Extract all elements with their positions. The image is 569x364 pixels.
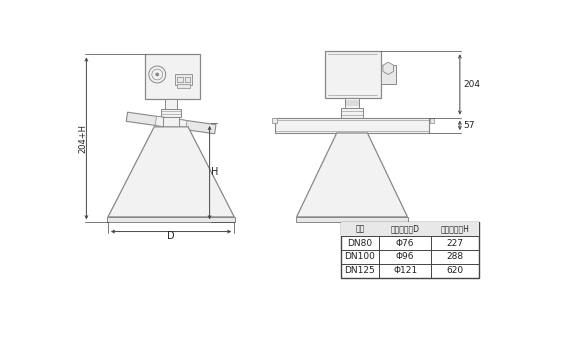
Text: 测量口直径D: 测量口直径D	[391, 225, 420, 234]
Bar	[296, 217, 409, 222]
Bar	[275, 118, 429, 133]
Bar	[107, 217, 235, 222]
Bar	[325, 51, 381, 98]
Text: Φ96: Φ96	[396, 253, 414, 261]
Text: DN80: DN80	[347, 239, 372, 248]
Bar	[163, 117, 179, 127]
Bar	[185, 77, 191, 82]
Text: DN100: DN100	[344, 253, 375, 261]
Text: 测量口高度H: 测量口高度H	[441, 225, 469, 234]
Bar	[175, 75, 192, 85]
Bar	[272, 118, 277, 123]
Polygon shape	[155, 116, 187, 130]
Bar	[345, 98, 359, 108]
Bar	[430, 118, 435, 123]
Polygon shape	[126, 112, 216, 134]
Text: 227: 227	[447, 239, 464, 248]
Bar	[178, 84, 191, 88]
Bar	[178, 77, 183, 82]
Polygon shape	[383, 62, 394, 75]
Text: 57: 57	[464, 121, 475, 130]
Bar	[145, 55, 200, 99]
Polygon shape	[108, 127, 234, 217]
Bar	[165, 99, 178, 109]
Circle shape	[156, 73, 159, 76]
Text: H: H	[211, 167, 218, 177]
Bar	[340, 222, 479, 278]
Bar	[341, 108, 363, 118]
Bar	[381, 65, 396, 84]
Text: Φ76: Φ76	[396, 239, 414, 248]
Text: D: D	[167, 231, 175, 241]
Bar	[340, 222, 479, 236]
Text: Φ121: Φ121	[393, 266, 417, 275]
Text: 204+H: 204+H	[78, 124, 87, 153]
Text: 法兰: 法兰	[355, 225, 364, 234]
Polygon shape	[296, 133, 407, 217]
Text: 204: 204	[464, 80, 481, 89]
Bar	[161, 109, 181, 117]
Text: 620: 620	[447, 266, 464, 275]
Text: 288: 288	[447, 253, 464, 261]
Text: DN125: DN125	[344, 266, 375, 275]
